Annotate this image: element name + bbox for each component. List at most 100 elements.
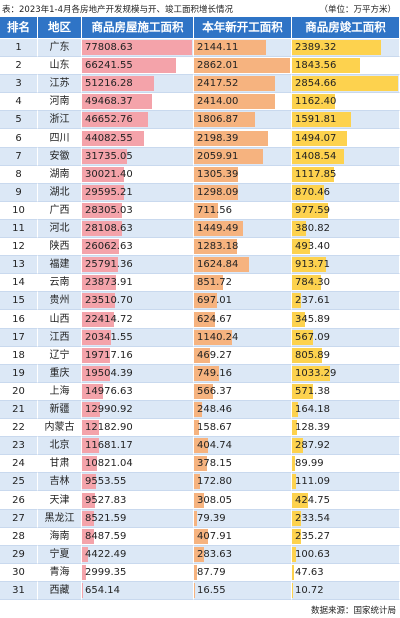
row-cell: 湖南	[38, 165, 82, 184]
row-cell: 河南	[38, 93, 82, 112]
data-bar	[194, 546, 204, 562]
value-cell: 2389.32	[292, 39, 400, 58]
cell-text: 上海	[49, 385, 70, 397]
value-cell: 378.15	[194, 455, 292, 474]
value-cell: 1283.18	[194, 238, 292, 257]
cell-text: 7	[15, 150, 22, 162]
data-bar	[292, 130, 348, 146]
cell-text: 2414.00	[197, 96, 239, 108]
cell-text: 424.75	[295, 494, 330, 506]
row-cell: 19	[0, 364, 38, 383]
data-bar	[82, 564, 87, 580]
value-cell: 977.59	[292, 201, 400, 220]
cell-text: 378.15	[197, 458, 232, 470]
value-cell: 23510.70	[82, 292, 194, 311]
data-bar	[194, 383, 213, 399]
data-bar	[82, 166, 125, 182]
data-bar	[82, 402, 101, 418]
cell-text: 28	[12, 530, 25, 542]
data-bar	[292, 347, 322, 363]
data-bar	[194, 112, 255, 128]
cell-text: 4	[15, 96, 22, 108]
cell-text: 10	[12, 204, 25, 216]
cell-text: 江苏	[49, 78, 70, 90]
data-bar	[82, 76, 155, 92]
cell-text: 11	[12, 223, 25, 234]
data-bar	[194, 275, 223, 291]
header-cell: 排名	[0, 17, 38, 39]
value-cell: 19717.16	[82, 346, 194, 365]
source: 数据来源：国家统计局	[310, 606, 396, 616]
cell-text: 26	[12, 494, 25, 506]
value-cell: 31735.05	[82, 147, 194, 166]
row-cell: 浙江	[38, 111, 82, 130]
row-cell: 四川	[38, 129, 82, 148]
value-cell: 805.89	[292, 346, 400, 365]
value-cell: 164.18	[292, 401, 400, 420]
cell-text: 308.05	[197, 494, 232, 506]
row-cell: 青海	[38, 563, 82, 582]
data-bar	[82, 528, 94, 544]
cell-text: 567.09	[295, 331, 330, 343]
data-bar	[292, 528, 301, 544]
cell-text: 283.63	[197, 548, 232, 560]
value-cell: 51216.28	[82, 75, 194, 94]
data-bar	[292, 76, 398, 92]
row-cell: 贵州	[38, 292, 82, 311]
cell-text: 404.74	[197, 440, 232, 452]
cell-text: 111.09	[295, 476, 330, 488]
cell-text: 977.59	[295, 204, 330, 216]
value-cell: 1408.54	[292, 147, 400, 166]
data-bar	[292, 40, 381, 56]
value-cell: 28108.63	[82, 220, 194, 239]
data-bar	[82, 40, 192, 56]
value-cell: 237.61	[292, 292, 400, 311]
cell-text: 697.01	[197, 295, 232, 307]
row-cell: 3	[0, 75, 38, 94]
data-bar	[194, 365, 220, 381]
cell-text: 624.67	[197, 313, 232, 325]
cell-text: 571.38	[295, 385, 330, 397]
cell-text: 海南	[49, 530, 70, 542]
value-cell: 10.72	[292, 582, 400, 601]
cell-text: 711.56	[197, 204, 232, 216]
cell-text: 784.30	[295, 277, 330, 289]
row-cell: 18	[0, 346, 38, 365]
data-bar	[194, 202, 218, 218]
row-cell: 重庆	[38, 364, 82, 383]
value-cell: 493.40	[292, 238, 400, 257]
data-bar	[292, 239, 311, 255]
cell-text: 28305.03	[85, 204, 133, 216]
value-cell: 1298.09	[194, 183, 292, 202]
value-cell: 913.71	[292, 256, 400, 275]
data-bar	[292, 456, 296, 472]
data-bar	[194, 329, 233, 345]
cell-text: 2999.35	[85, 566, 127, 578]
cell-text: 辽宁	[49, 349, 70, 361]
value-cell: 8521.59	[82, 509, 194, 528]
data-bar	[292, 492, 308, 508]
data-bar	[292, 112, 352, 128]
value-cell: 567.09	[292, 328, 400, 347]
cell-text: 2	[15, 60, 22, 72]
cell-text: 宁夏	[49, 548, 70, 560]
data-bar	[194, 257, 249, 273]
value-cell: 158.67	[194, 419, 292, 438]
row-cell: 湖北	[38, 183, 82, 202]
cell-text: 12182.90	[85, 422, 133, 434]
cell-text: 233.54	[295, 512, 330, 524]
value-cell: 12182.90	[82, 419, 194, 438]
cell-text: 1624.84	[197, 259, 239, 271]
row-cell: 北京	[38, 437, 82, 456]
data-bar	[292, 438, 303, 454]
row-cell: 新疆	[38, 401, 82, 420]
data-bar	[292, 293, 301, 309]
cell-text: 23510.70	[85, 295, 133, 307]
data-bar	[194, 148, 264, 164]
cell-text: 1162.40	[295, 96, 337, 108]
cell-text: 12990.92	[85, 404, 133, 415]
row-cell: 1	[0, 39, 38, 58]
data-bar	[82, 311, 114, 327]
row-cell: 21	[0, 401, 38, 420]
